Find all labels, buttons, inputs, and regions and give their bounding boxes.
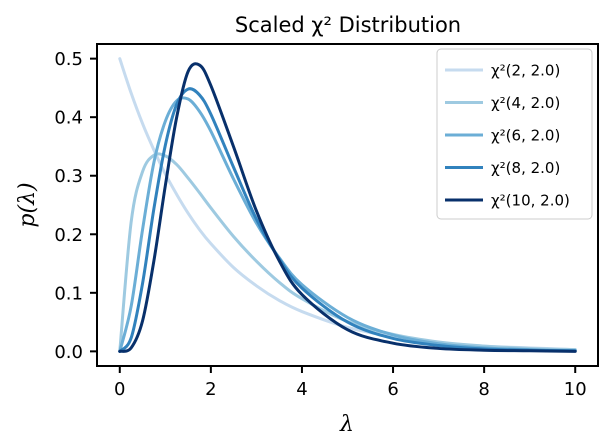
y-tick-label: 0.0 [54,342,83,363]
chart-title: Scaled χ² Distribution [235,13,461,37]
x-tick-label: 0 [114,379,125,400]
y-tick-label: 0.5 [54,49,83,70]
y-axis-label: p(λ) [15,182,40,227]
legend-label-2: χ²(4, 2.0) [491,94,560,112]
x-tick-label: 10 [564,379,587,400]
y-tick-label: 0.1 [54,283,83,304]
series-line-4 [118,87,577,353]
x-tick-label: 4 [296,379,307,400]
legend-box [436,48,593,220]
x-tick-label: 6 [387,379,398,400]
legend: χ²(2, 2.0) χ²(4, 2.0) χ²(6, 2.0) χ²(8, 2.0)… [436,48,593,220]
x-tick-label: 2 [205,379,216,400]
x-tick-label: 8 [478,379,489,400]
series-lines [118,57,577,353]
y-tick-label: 0.4 [54,108,83,129]
legend-label-5: χ²(10, 2.0) [491,192,570,210]
axis-ticks: 0 2 4 6 8 10 0.0 0.1 0.2 0.3 0.4 0.5 [54,49,586,400]
legend-label-3: χ²(6, 2.0) [491,127,560,145]
y-tick-label: 0.3 [54,166,83,187]
plot-area-frame [96,43,599,367]
series-line-2 [118,152,577,353]
x-axis-label: λ [339,412,354,437]
legend-label-1: χ²(2, 2.0) [491,62,560,80]
y-tick-label: 0.2 [54,225,83,246]
series-line-5 [118,62,577,353]
legend-label-4: χ²(8, 2.0) [491,159,560,177]
series-line-3 [118,96,577,353]
